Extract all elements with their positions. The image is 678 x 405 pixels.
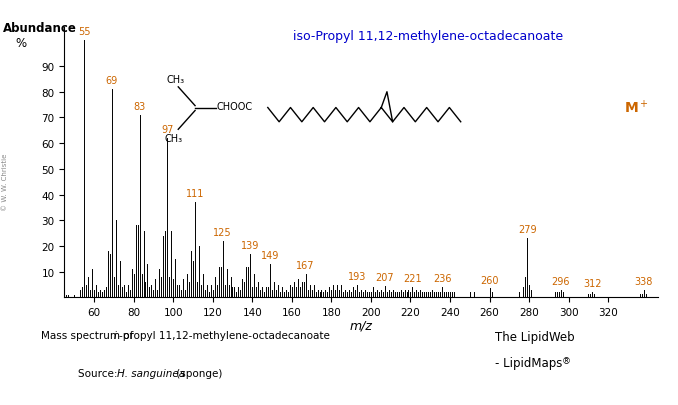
Text: 207: 207 bbox=[376, 272, 394, 282]
Text: 236: 236 bbox=[433, 274, 452, 284]
Text: 97: 97 bbox=[161, 125, 174, 135]
Text: 125: 125 bbox=[214, 228, 232, 237]
Text: -propyl 11,12-methylene-octadecanoate: -propyl 11,12-methylene-octadecanoate bbox=[119, 330, 330, 340]
Text: 338: 338 bbox=[635, 276, 653, 286]
Text: The LipidWeb: The LipidWeb bbox=[495, 330, 574, 343]
Text: CH₃: CH₃ bbox=[165, 134, 183, 144]
Text: %: % bbox=[15, 37, 26, 50]
Text: ®: ® bbox=[561, 356, 570, 365]
Text: $\mathbf{M}^+$: $\mathbf{M}^+$ bbox=[624, 99, 649, 116]
Text: Abundance: Abundance bbox=[3, 22, 77, 35]
Text: H. sanguinea: H. sanguinea bbox=[117, 369, 185, 379]
Text: © W. W. Christie: © W. W. Christie bbox=[3, 153, 8, 211]
Text: 139: 139 bbox=[241, 240, 260, 250]
Text: - LipidMaps: - LipidMaps bbox=[495, 356, 562, 369]
Text: 312: 312 bbox=[583, 279, 601, 289]
Text: CH₃: CH₃ bbox=[166, 75, 184, 85]
Text: 221: 221 bbox=[403, 274, 422, 284]
Text: Source:: Source: bbox=[78, 369, 121, 379]
Text: (sponge): (sponge) bbox=[173, 369, 222, 379]
Text: i: i bbox=[114, 330, 117, 340]
Text: 149: 149 bbox=[261, 251, 279, 260]
X-axis label: m/z: m/z bbox=[350, 319, 372, 332]
Text: 167: 167 bbox=[296, 261, 315, 271]
Text: 279: 279 bbox=[518, 225, 536, 235]
Text: 69: 69 bbox=[106, 76, 118, 86]
Text: CHOOC: CHOOC bbox=[216, 102, 253, 112]
Text: Mass spectrum of: Mass spectrum of bbox=[41, 330, 136, 340]
Text: 83: 83 bbox=[134, 102, 146, 112]
Text: 55: 55 bbox=[78, 28, 90, 37]
Text: 260: 260 bbox=[480, 275, 499, 285]
Text: 296: 296 bbox=[551, 276, 570, 286]
Text: 111: 111 bbox=[186, 189, 204, 199]
Text: 193: 193 bbox=[348, 271, 366, 281]
Text: iso-Propyl 11,12-methylene-octadecanoate: iso-Propyl 11,12-methylene-octadecanoate bbox=[293, 30, 563, 43]
